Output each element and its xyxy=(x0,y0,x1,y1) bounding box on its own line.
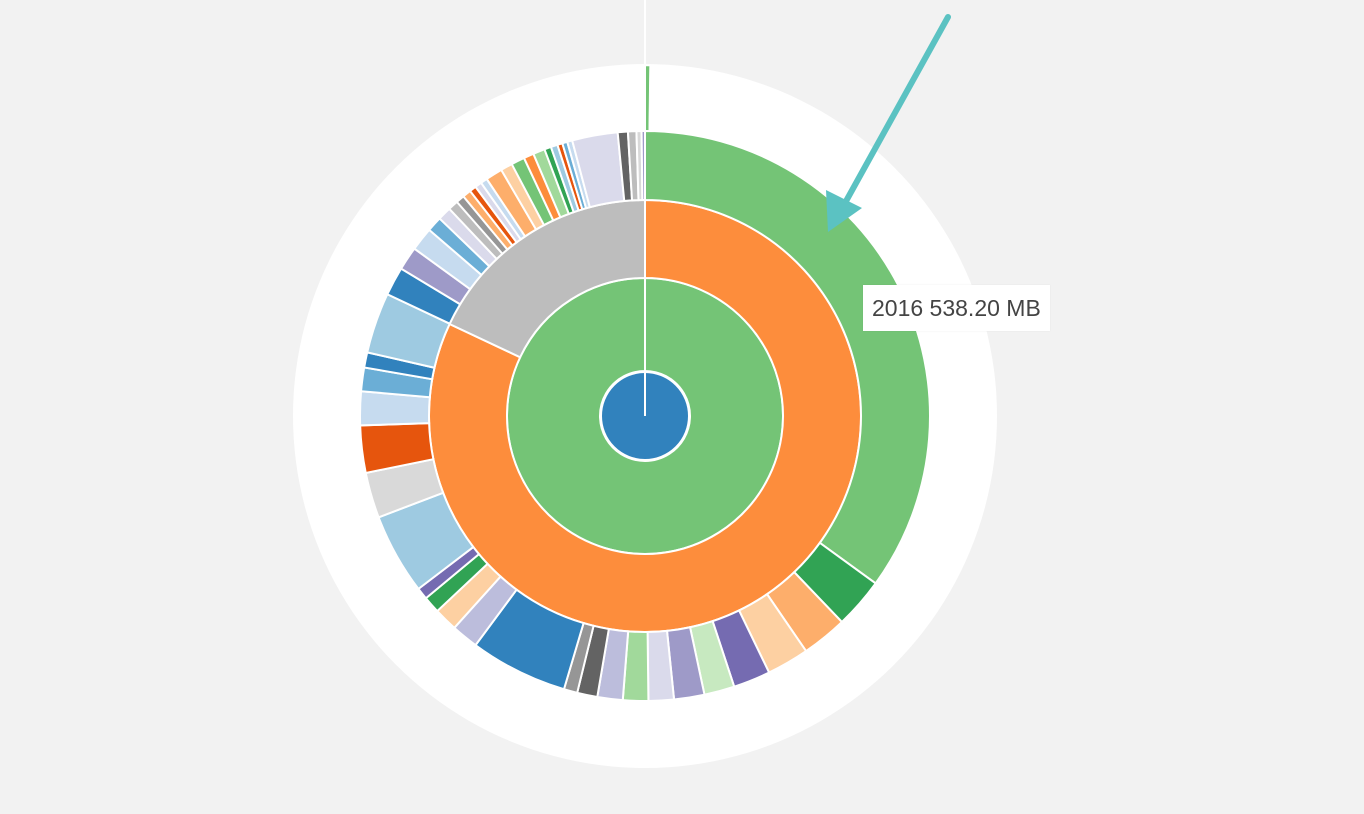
annotation-arrow xyxy=(826,14,951,232)
arrow-shaft xyxy=(842,14,951,206)
outer-ring-slice-1[interactable] xyxy=(645,65,650,132)
tooltip-label: 2016 538.20 MB xyxy=(872,295,1041,321)
arrow-head xyxy=(826,190,862,232)
ring3-slice-1[interactable] xyxy=(644,129,931,585)
arc-layer xyxy=(359,0,931,702)
value-tooltip: 2016 538.20 MB xyxy=(863,285,1050,331)
